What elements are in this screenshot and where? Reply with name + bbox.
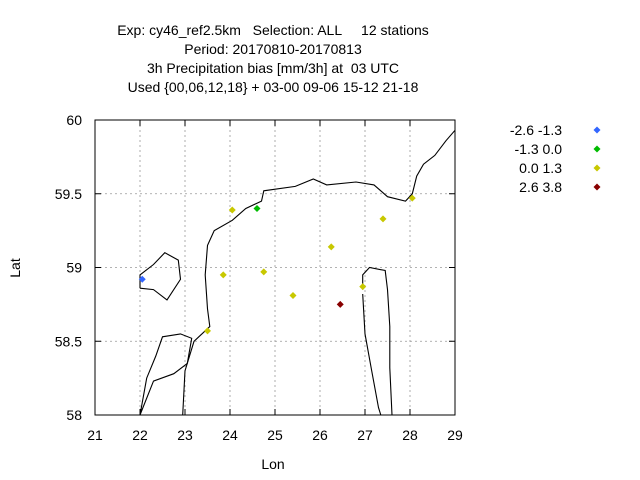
y-tick-label: 60 <box>66 112 82 128</box>
chart-title-line-2: Period: 20170810-20170813 <box>184 41 362 57</box>
legend-marker <box>593 145 601 153</box>
data-point-series-4 <box>336 300 344 308</box>
x-tick-label: 25 <box>267 427 283 443</box>
x-axis-label: Lon <box>261 456 284 472</box>
x-tick-label: 27 <box>357 427 373 443</box>
coastline-1 <box>139 333 193 416</box>
coastline-3 <box>182 129 456 416</box>
legend-label: -1.3 0.0 <box>515 141 563 157</box>
data-point-series-3 <box>219 271 227 279</box>
legend-marker <box>593 164 601 172</box>
chart-title-line-4: Used {00,06,12,18} + 03-00 09-06 15-12 2… <box>128 79 419 95</box>
x-tick-label: 22 <box>132 427 148 443</box>
coastline-5 <box>362 293 382 416</box>
x-tick-label: 21 <box>87 427 103 443</box>
data-point-series-3 <box>408 194 416 202</box>
chart-title-line-1: Exp: cy46_ref2.5km Selection: ALL 12 sta… <box>117 22 429 38</box>
x-tick-label: 28 <box>402 427 418 443</box>
legend-label: 2.6 3.8 <box>519 179 562 195</box>
legend-marker <box>593 126 601 134</box>
y-tick-label: 59.5 <box>55 186 82 202</box>
data-point-series-3 <box>260 268 268 276</box>
data-point-series-3 <box>359 283 367 291</box>
legend-label: 0.0 1.3 <box>519 160 562 176</box>
chart-title-line-3: 3h Precipitation bias [mm/3h] at 03 UTC <box>147 60 399 76</box>
data-point-series-3 <box>204 327 211 335</box>
coastline-4 <box>362 266 393 416</box>
data-point-series-3 <box>379 215 387 223</box>
y-tick-label: 58.5 <box>55 333 82 349</box>
x-tick-label: 24 <box>222 427 238 443</box>
y-axis-label: Lat <box>7 258 23 278</box>
y-tick-label: 58 <box>66 407 82 423</box>
x-tick-label: 29 <box>447 427 463 443</box>
data-point-series-3 <box>228 206 236 214</box>
coastline-2 <box>139 252 182 301</box>
data-point-series-3 <box>327 243 335 251</box>
data-point-series-1 <box>138 275 146 283</box>
x-tick-label: 23 <box>177 427 193 443</box>
data-point-series-3 <box>289 292 297 300</box>
x-tick-label: 26 <box>312 427 328 443</box>
data-point-series-2 <box>253 205 261 212</box>
y-tick-label: 59 <box>66 260 82 276</box>
legend-marker <box>593 183 601 191</box>
legend-label: -2.6 -1.3 <box>510 122 562 138</box>
